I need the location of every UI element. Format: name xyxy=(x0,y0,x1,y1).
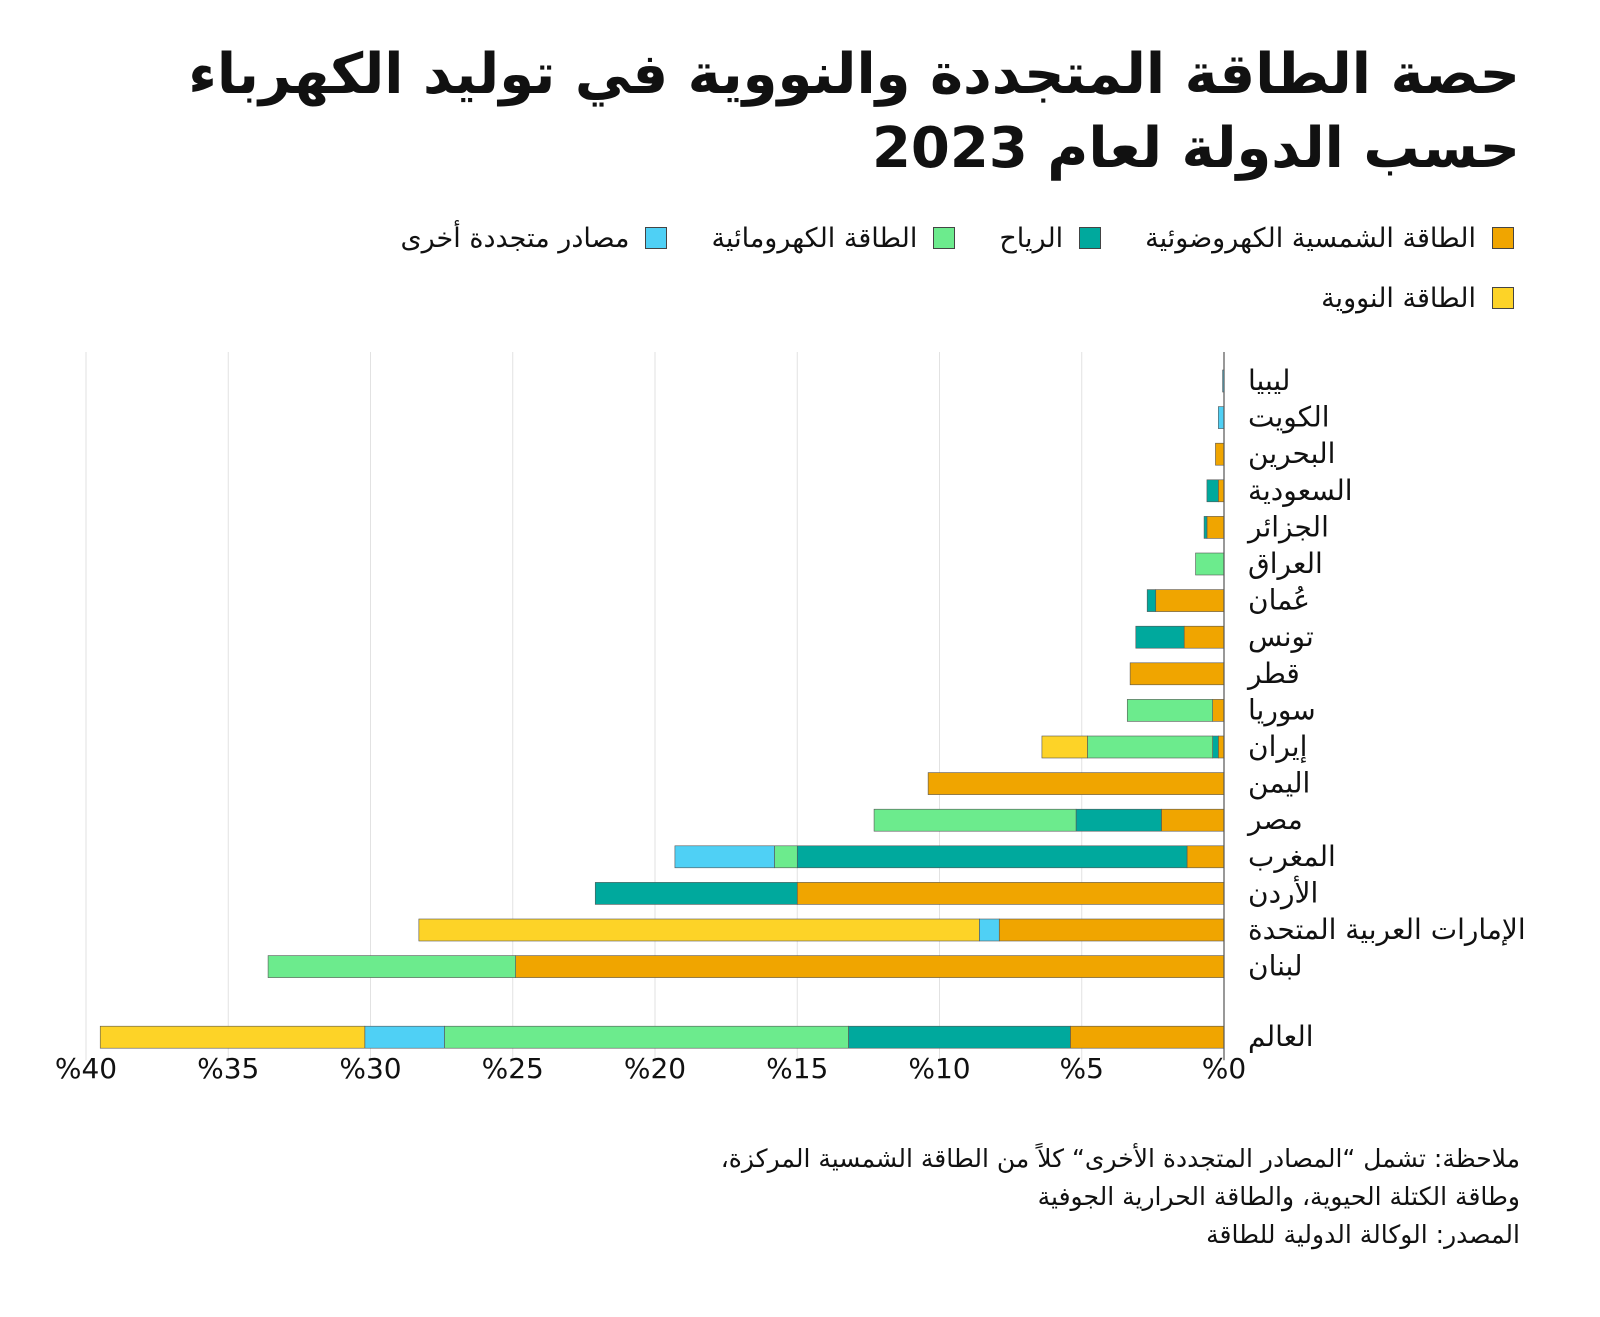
bar-hydro-9 xyxy=(1126,699,1213,722)
bar-solar-7 xyxy=(1183,625,1225,649)
legend-swatch-solar xyxy=(1492,227,1514,249)
category-label-17: العالم xyxy=(1248,1020,1314,1053)
legend-label-other: مصادر متجددة أخرى xyxy=(400,222,630,254)
category-label-2: البحرين xyxy=(1248,437,1335,470)
chart-title: حصة الطاقة المتجددة والنووية في توليد ال… xyxy=(120,38,1520,186)
category-label-7: تونس xyxy=(1248,620,1314,653)
bar-wind-12 xyxy=(1075,808,1162,832)
bar-solar-11 xyxy=(927,772,1225,795)
bar-other-15 xyxy=(979,918,1000,942)
category-label-13: المغرب xyxy=(1248,840,1336,873)
bar-solar-10 xyxy=(1218,735,1225,759)
bar-other-17 xyxy=(364,1025,445,1049)
note-line-1: ملاحظة: تشمل “المصادر المتجددة الأخرى“ ك… xyxy=(720,1144,1520,1173)
legend-swatch-wind xyxy=(1079,227,1102,249)
x-tick-label-3: %15 xyxy=(766,1052,828,1085)
bar-solar-14 xyxy=(796,882,1225,905)
x-tick-label-2: %10 xyxy=(908,1052,970,1085)
legend-row-2: الطاقة النووية xyxy=(114,278,1514,318)
legend-item-other: مصادر متجددة أخرى xyxy=(401,223,668,254)
bar-solar-8 xyxy=(1129,662,1225,686)
bar-wind-6 xyxy=(1146,589,1157,612)
bar-wind-7 xyxy=(1135,625,1185,649)
bar-hydro-17 xyxy=(444,1025,849,1049)
x-tick-label-0: %0 xyxy=(1202,1052,1246,1085)
legend-label-hydro: الطاقة الكهرومائية xyxy=(711,222,918,254)
category-label-8: قطر xyxy=(1246,657,1300,690)
x-tick-label-6: %30 xyxy=(339,1052,401,1085)
bar-other-13 xyxy=(674,845,775,869)
x-tick-label-5: %25 xyxy=(482,1052,544,1085)
bar-hydro-16 xyxy=(267,955,516,978)
x-tick-label-1: %5 xyxy=(1060,1052,1104,1085)
bar-solar-13 xyxy=(1186,845,1225,869)
bar-wind-4 xyxy=(1203,516,1208,539)
x-tick-label-8: %40 xyxy=(55,1052,117,1085)
category-label-4: الجزائر xyxy=(1246,510,1329,543)
bar-hydro-12 xyxy=(873,808,1077,832)
legend-label-solar: الطاقة الشمسية الكهروضوئية xyxy=(1145,222,1476,254)
title-line-1: حصة الطاقة المتجددة والنووية في توليد ال… xyxy=(188,42,1520,107)
category-label-12: مصر xyxy=(1246,803,1303,836)
bar-hydro-10 xyxy=(1087,735,1213,759)
bar-solar-4 xyxy=(1206,516,1225,539)
footnotes: ملاحظة: تشمل “المصادر المتجددة الأخرى“ ك… xyxy=(120,1140,1520,1254)
bar-wind-10 xyxy=(1212,735,1219,759)
legend-label-nuclear: الطاقة النووية xyxy=(1321,282,1476,314)
bar-solar-2 xyxy=(1215,442,1225,466)
bar-nuclear-17 xyxy=(99,1025,366,1049)
bar-nuclear-15 xyxy=(418,918,980,942)
category-label-9: سوريا xyxy=(1248,693,1316,726)
category-label-16: لبنان xyxy=(1248,950,1303,983)
category-label-3: السعودية xyxy=(1248,474,1353,507)
bar-solar-17 xyxy=(1070,1025,1225,1049)
bar-wind-13 xyxy=(796,845,1188,869)
category-label-14: الأردن xyxy=(1248,874,1318,909)
category-label-6: عُمان xyxy=(1248,584,1310,617)
note-line-2: وطاقة الكتلة الحيوية، والطاقة الحرارية ا… xyxy=(1037,1182,1520,1211)
legend-swatch-other xyxy=(645,227,668,249)
bar-other-1 xyxy=(1218,406,1225,429)
bar-wind-14 xyxy=(594,882,798,905)
bar-nuclear-10 xyxy=(1041,735,1088,759)
bar-hydro-13 xyxy=(774,845,798,869)
bar-solar-16 xyxy=(515,955,1225,978)
bar-hydro-5 xyxy=(1195,552,1225,576)
category-label-5: العراق xyxy=(1248,547,1323,580)
title-line-2: حسب الدولة لعام 2023 xyxy=(871,116,1520,181)
category-label-10: إيران xyxy=(1248,730,1307,763)
category-label-15: الإمارات العربية المتحدة xyxy=(1248,913,1526,946)
x-tick-label-4: %20 xyxy=(624,1052,686,1085)
legend-item-hydro: الطاقة الكهرومائية xyxy=(711,222,956,254)
legend-swatch-nuclear xyxy=(1492,287,1514,309)
legend-item-nuclear: الطاقة النووية xyxy=(1321,283,1514,314)
legend-item-solar: الطاقة الشمسية الكهروضوئية xyxy=(1145,223,1514,254)
legend-swatch-hydro xyxy=(933,227,956,249)
bar-solar-12 xyxy=(1161,808,1225,832)
legend: الطاقة الشمسية الكهروضوئية الرياح الطاقة… xyxy=(114,218,1514,338)
bar-solar-15 xyxy=(998,918,1225,942)
bar-solar-6 xyxy=(1155,589,1225,612)
bar-solar-9 xyxy=(1212,699,1225,722)
legend-row-1: الطاقة الشمسية الكهروضوئية الرياح الطاقة… xyxy=(114,218,1514,258)
category-label-11: اليمن xyxy=(1248,767,1310,800)
x-tick-label-7: %35 xyxy=(197,1052,259,1085)
legend-label-wind: الرياح xyxy=(999,222,1064,254)
legend-item-wind: الرياح xyxy=(999,222,1102,254)
category-label-1: الكويت xyxy=(1248,401,1330,434)
category-label-0: ليبيا xyxy=(1248,364,1290,397)
source-line: المصدر: الوكالة الدولية للطاقة xyxy=(1206,1220,1520,1249)
bar-wind-17 xyxy=(848,1025,1071,1049)
bar-solar-3 xyxy=(1218,479,1225,503)
bar-wind-3 xyxy=(1206,479,1219,503)
